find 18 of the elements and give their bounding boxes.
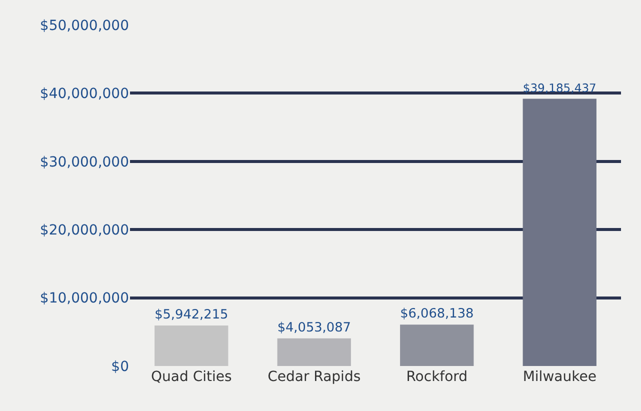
data-label: $6,068,138 — [400, 306, 474, 322]
y-tick-label: $50,000,000 — [40, 18, 129, 34]
y-tick-label: $40,000,000 — [40, 86, 129, 102]
y-tick-label: $0 — [111, 358, 129, 375]
y-tick-label: $10,000,000 — [40, 290, 129, 307]
bar — [400, 324, 474, 366]
x-tick-label: Cedar Rapids — [268, 369, 361, 385]
y-tick-label: $20,000,000 — [40, 222, 129, 238]
data-label: $4,053,087 — [277, 320, 351, 336]
bar — [277, 338, 351, 366]
bar — [154, 325, 228, 366]
bar — [522, 98, 596, 366]
data-label: $39,185,437 — [522, 81, 596, 96]
y-tick-label: $30,000,000 — [40, 154, 129, 170]
data-label: $5,942,215 — [154, 308, 228, 323]
x-tick-label: Milwaukee — [522, 369, 596, 385]
x-tick-label: Quad Cities — [150, 369, 232, 385]
x-tick-label: Rockford — [406, 369, 468, 385]
